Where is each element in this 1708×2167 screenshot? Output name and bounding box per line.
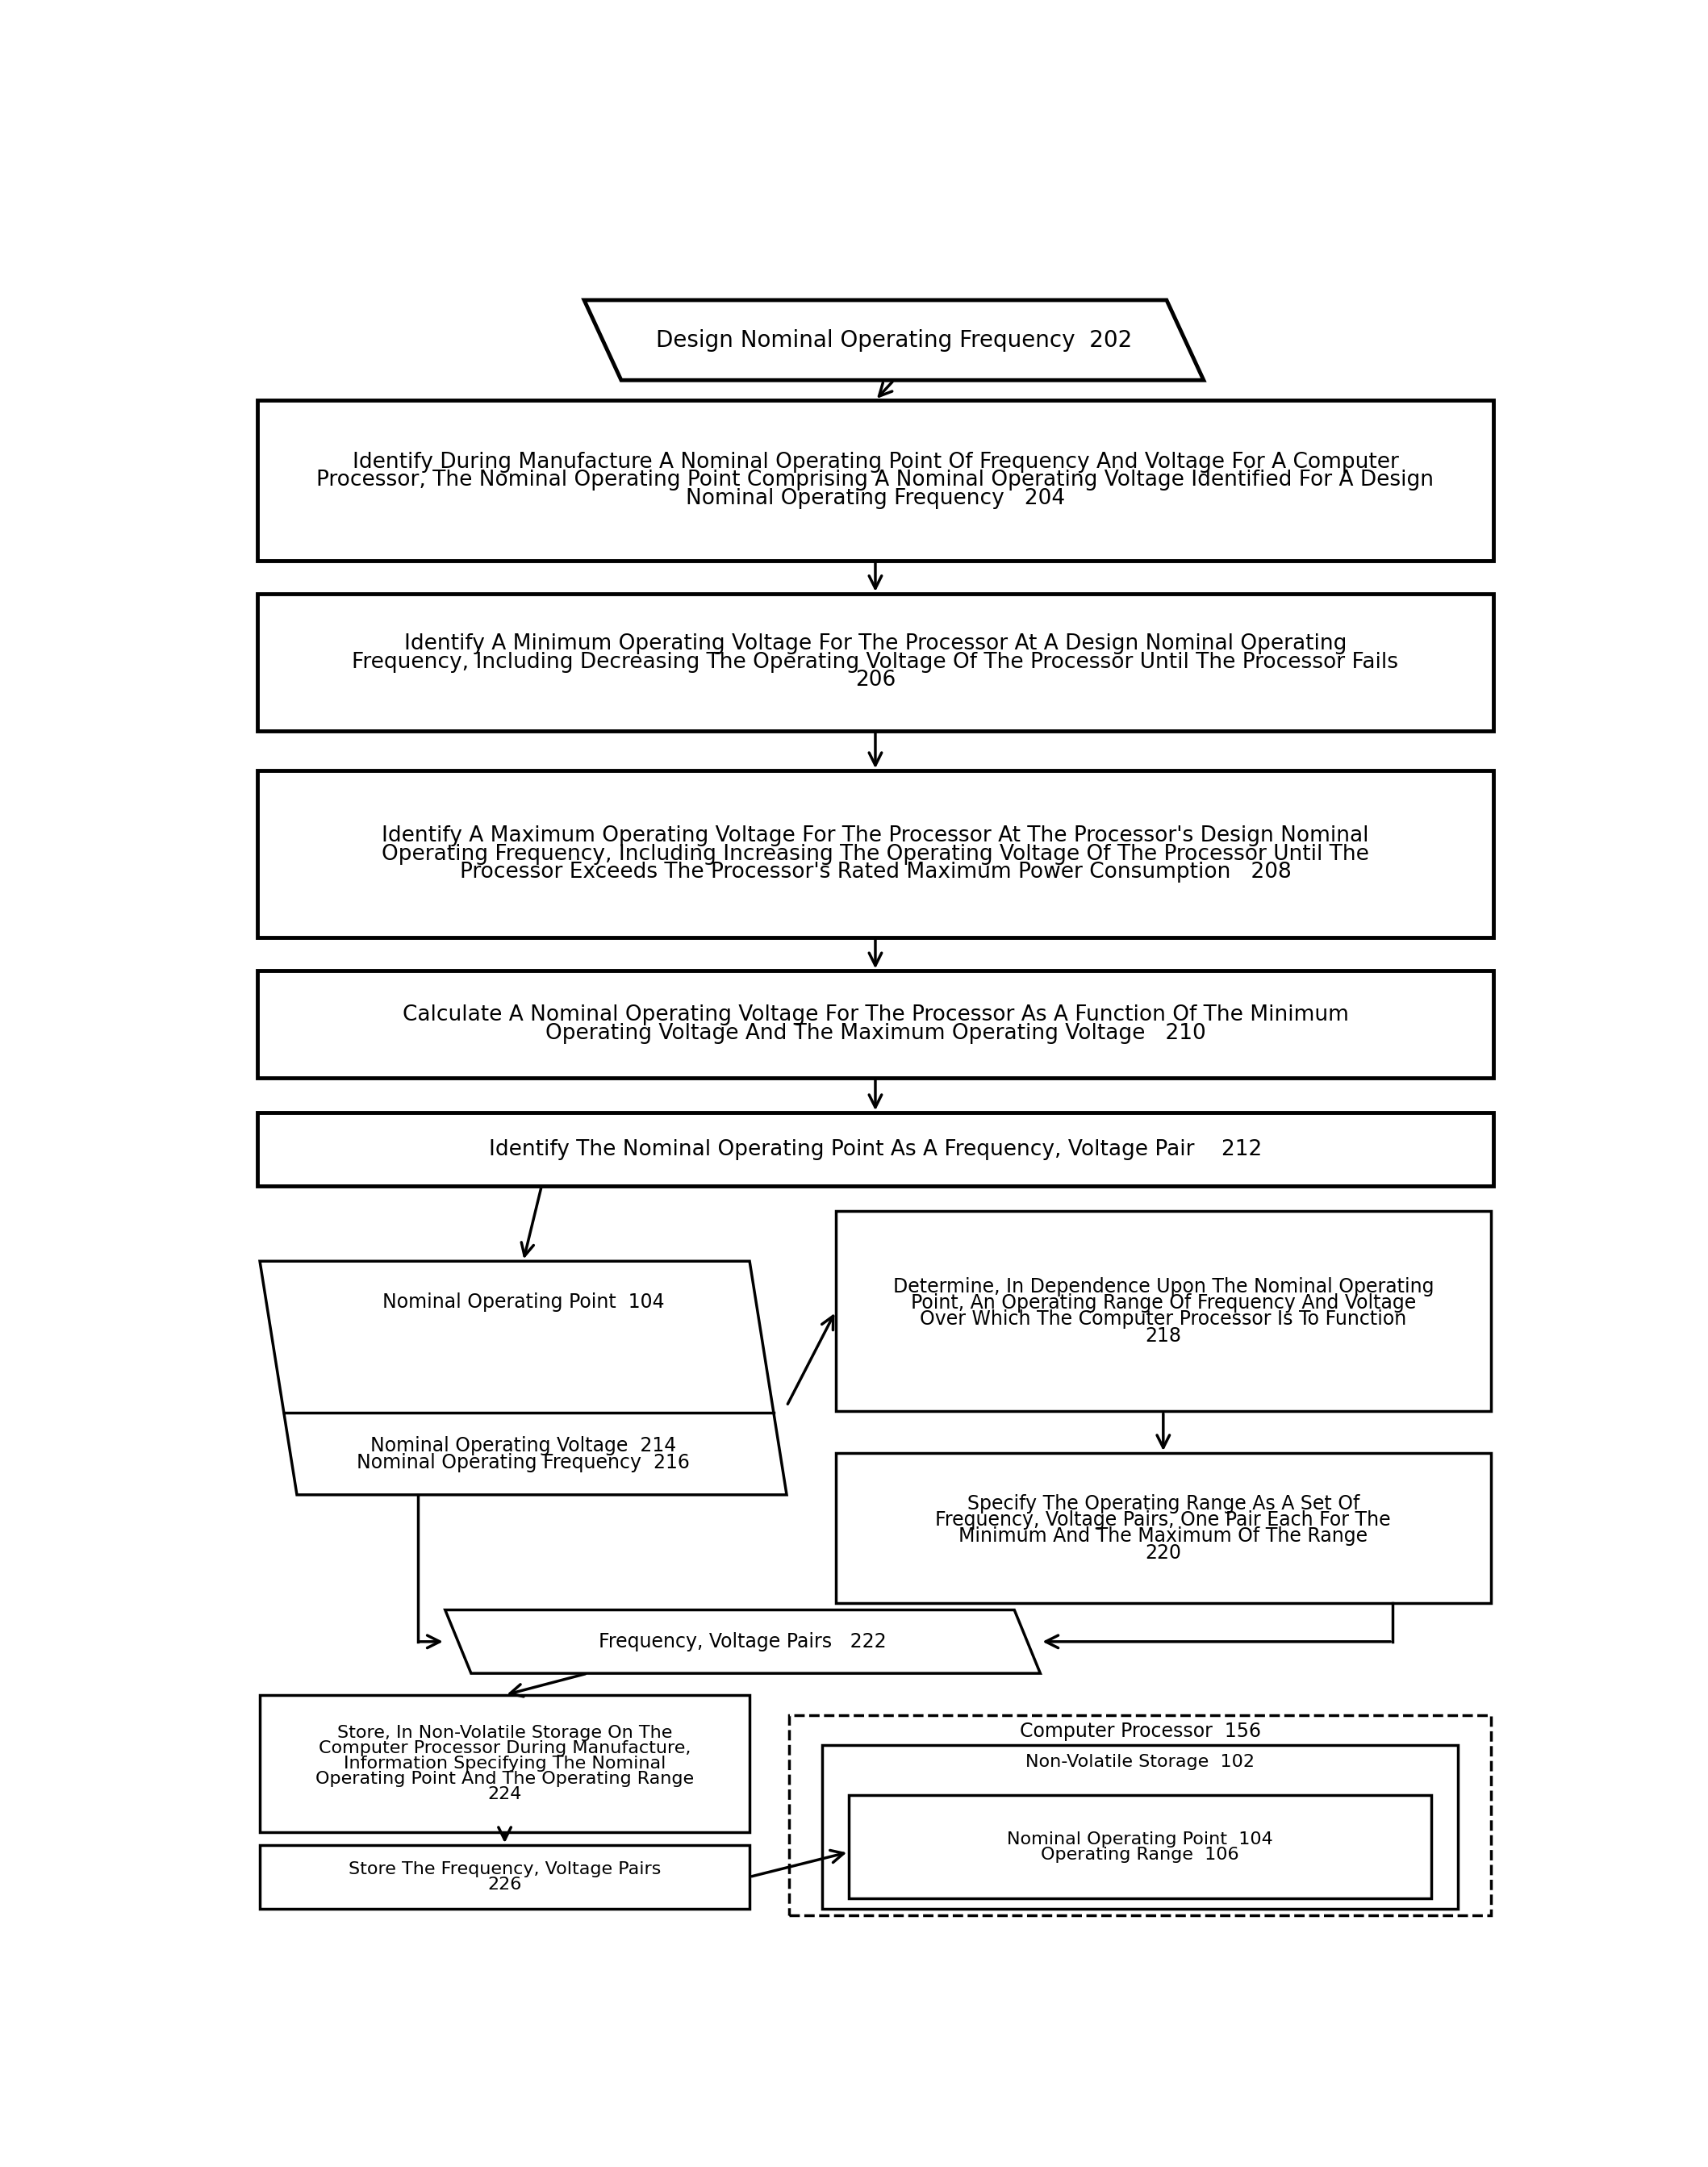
Bar — [258, 401, 1493, 561]
Text: Nominal Operating Point  104: Nominal Operating Point 104 — [383, 1292, 664, 1311]
Text: Store, In Non-Volatile Storage On The: Store, In Non-Volatile Storage On The — [336, 1725, 673, 1740]
Text: Operating Range  106: Operating Range 106 — [1040, 1846, 1240, 1864]
Text: Frequency, Including Decreasing The Operating Voltage Of The Processor Until The: Frequency, Including Decreasing The Oper… — [352, 652, 1399, 672]
Text: 224: 224 — [487, 1786, 523, 1803]
Bar — [260, 1846, 750, 1909]
Text: 218: 218 — [1144, 1326, 1182, 1346]
Text: Identify A Maximum Operating Voltage For The Processor At The Processor's Design: Identify A Maximum Operating Voltage For… — [383, 826, 1368, 847]
Text: Processor, The Nominal Operating Point Comprising A Nominal Operating Voltage Id: Processor, The Nominal Operating Point C… — [316, 470, 1435, 490]
Text: Operating Point And The Operating Range: Operating Point And The Operating Range — [316, 1770, 693, 1788]
Text: Computer Processor  156: Computer Processor 156 — [1020, 1723, 1261, 1742]
Text: Identify During Manufacture A Nominal Operating Point Of Frequency And Voltage F: Identify During Manufacture A Nominal Op… — [352, 451, 1399, 472]
Text: Nominal Operating Voltage  214: Nominal Operating Voltage 214 — [371, 1437, 676, 1456]
Text: Computer Processor During Manufacture,: Computer Processor During Manufacture, — [319, 1740, 690, 1755]
Bar — [835, 1454, 1491, 1604]
Bar — [849, 1794, 1431, 1898]
Bar — [258, 1112, 1493, 1185]
Text: 226: 226 — [487, 1877, 523, 1892]
Text: Operating Voltage And The Maximum Operating Voltage   210: Operating Voltage And The Maximum Operat… — [545, 1023, 1206, 1044]
Bar — [258, 594, 1493, 730]
Text: Information Specifying The Nominal: Information Specifying The Nominal — [343, 1755, 666, 1770]
Text: Design Nominal Operating Frequency  202: Design Nominal Operating Frequency 202 — [656, 329, 1132, 351]
Text: Operating Frequency, Including Increasing The Operating Voltage Of The Processor: Operating Frequency, Including Increasin… — [381, 843, 1370, 865]
Text: Determine, In Dependence Upon The Nominal Operating: Determine, In Dependence Upon The Nomina… — [893, 1276, 1433, 1296]
Bar — [260, 1695, 750, 1831]
Bar — [789, 1714, 1491, 1916]
Text: Nominal Operating Frequency  216: Nominal Operating Frequency 216 — [357, 1452, 690, 1471]
Text: 206: 206 — [856, 670, 895, 691]
Text: Store The Frequency, Voltage Pairs: Store The Frequency, Voltage Pairs — [348, 1861, 661, 1877]
Text: Processor Exceeds The Processor's Rated Maximum Power Consumption   208: Processor Exceeds The Processor's Rated … — [459, 862, 1291, 882]
Text: Specify The Operating Range As A Set Of: Specify The Operating Range As A Set Of — [967, 1493, 1360, 1513]
Text: Frequency, Voltage Pairs, One Pair Each For The: Frequency, Voltage Pairs, One Pair Each … — [936, 1510, 1390, 1530]
Text: Frequency, Voltage Pairs   222: Frequency, Voltage Pairs 222 — [600, 1632, 886, 1651]
Text: Minimum And The Maximum Of The Range: Minimum And The Maximum Of The Range — [958, 1528, 1368, 1545]
Bar — [258, 971, 1493, 1077]
Text: Point, An Operating Range Of Frequency And Voltage: Point, An Operating Range Of Frequency A… — [910, 1294, 1416, 1313]
Bar — [823, 1744, 1459, 1909]
Text: Identify The Nominal Operating Point As A Frequency, Voltage Pair    212: Identify The Nominal Operating Point As … — [488, 1140, 1262, 1159]
Text: Identify A Minimum Operating Voltage For The Processor At A Design Nominal Opera: Identify A Minimum Operating Voltage For… — [405, 633, 1346, 654]
Text: 220: 220 — [1144, 1543, 1182, 1562]
Bar — [835, 1211, 1491, 1411]
Bar — [258, 771, 1493, 938]
Text: Calculate A Nominal Operating Voltage For The Processor As A Function Of The Min: Calculate A Nominal Operating Voltage Fo… — [401, 1005, 1349, 1025]
Text: Nominal Operating Point  104: Nominal Operating Point 104 — [1008, 1831, 1272, 1846]
Text: Non-Volatile Storage  102: Non-Volatile Storage 102 — [1025, 1753, 1255, 1770]
Text: Over Which The Computer Processor Is To Function: Over Which The Computer Processor Is To … — [921, 1309, 1407, 1328]
Text: Nominal Operating Frequency   204: Nominal Operating Frequency 204 — [685, 488, 1066, 509]
